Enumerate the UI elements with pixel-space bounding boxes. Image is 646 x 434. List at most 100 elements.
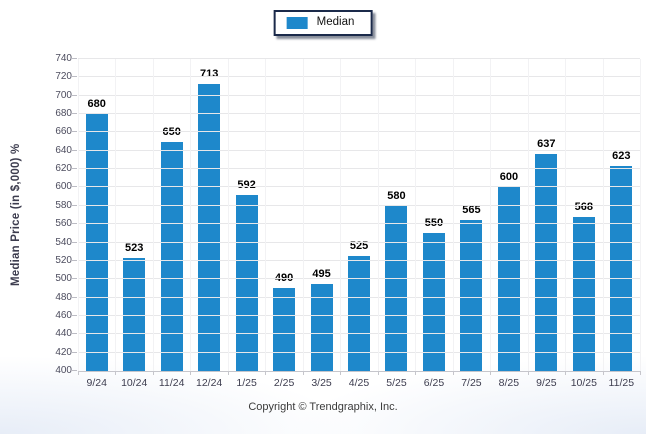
x-label-9/25: 9/25 <box>536 377 557 389</box>
x-tick-mark-5 <box>265 371 267 375</box>
y-tick-label-500: 500 <box>55 273 72 285</box>
y-tick-mark-520 <box>71 259 77 261</box>
y-tick-label-620: 620 <box>55 163 72 175</box>
bar-value-10/25: 568 <box>574 200 593 213</box>
x-tick-mark-1 <box>115 371 117 375</box>
y-tick-mark-540 <box>71 241 77 243</box>
gridline-640 <box>78 149 640 151</box>
y-tick-mark-680 <box>71 113 77 115</box>
v-gridline-7 <box>340 59 342 371</box>
bar-1/25 <box>235 194 258 371</box>
gridline-680 <box>78 113 640 115</box>
x-label-2/25: 2/25 <box>273 377 295 389</box>
gridline-720 <box>78 76 640 78</box>
x-label-4/25: 4/25 <box>348 377 370 389</box>
bar-9/25 <box>535 153 558 371</box>
gridline-620 <box>78 168 640 170</box>
bar-12/24 <box>198 83 221 371</box>
y-tick-mark-660 <box>71 131 77 133</box>
bar-series-median: 680 523 650 713 592 490 495 525 580 550 565 600 637 5… <box>78 59 640 371</box>
bar-value-8/25: 600 <box>499 171 519 184</box>
v-gridline-11 <box>490 59 492 371</box>
x-tick-mark-13 <box>565 371 567 375</box>
bar-5/25 <box>385 205 408 371</box>
y-tick-label-460: 460 <box>55 309 72 321</box>
x-tick-mark-4 <box>227 371 229 375</box>
x-axis-labels: 9/24 10/24 11/24 12/24 1/25 2/25 3/25 4/25 5/25 6… <box>78 377 640 390</box>
bar-value-11/25: 623 <box>612 150 631 163</box>
x-label-9/24: 9/24 <box>86 377 107 389</box>
x-label-8/25: 8/25 <box>498 377 520 389</box>
y-tick-mark-560 <box>71 223 77 225</box>
y-tick-label-540: 540 <box>55 236 72 248</box>
v-gridline-5 <box>265 59 267 371</box>
legend: Median <box>273 10 373 36</box>
v-gridline-13 <box>565 59 567 371</box>
bar-7/25 <box>460 219 483 371</box>
bar-cell-2/25: 490 <box>265 59 302 371</box>
bar-cell-3/25: 495 <box>303 59 340 371</box>
bar-cell-5/25: 580 <box>378 59 415 371</box>
x-tick-mark-12 <box>527 371 529 375</box>
bar-value-9/24: 680 <box>87 98 106 111</box>
bar-9/24 <box>85 114 108 371</box>
bar-3/25 <box>310 283 333 371</box>
bar-8/25 <box>497 187 520 371</box>
bar-cell-10/25: 568 <box>565 59 602 371</box>
y-tick-label-400: 400 <box>55 365 72 376</box>
y-axis-tick-labels: 400 420 440 460 480 500 520 540 560 580 600 620 640 6… <box>38 54 72 376</box>
y-tick-label-740: 740 <box>55 53 72 64</box>
v-gridline-9 <box>415 59 417 371</box>
y-tick-mark-740 <box>71 58 77 59</box>
y-tick-mark-460 <box>71 314 77 316</box>
x-tick-mark-0 <box>78 371 79 375</box>
gridline-580 <box>78 204 640 206</box>
bar-11/24 <box>160 141 183 371</box>
bar-value-9/25: 637 <box>537 137 556 150</box>
y-tick-label-420: 420 <box>55 346 72 358</box>
x-tick-mark-9 <box>415 371 417 375</box>
gridline-520 <box>78 259 640 261</box>
v-gridline-12 <box>527 59 529 371</box>
v-gridline-0 <box>78 59 79 371</box>
gridline-480 <box>78 296 640 298</box>
y-tick-label-580: 580 <box>55 199 72 211</box>
x-label-11/25: 11/25 <box>608 377 635 389</box>
y-tick-mark-580 <box>71 204 77 206</box>
y-tick-label-480: 480 <box>55 291 72 303</box>
v-gridline-1 <box>115 59 117 371</box>
y-tick-mark-620 <box>71 168 77 170</box>
v-gridline-10 <box>452 59 454 371</box>
bar-value-10/24: 523 <box>125 242 144 255</box>
bar-value-4/25: 525 <box>349 240 369 253</box>
y-tick-label-520: 520 <box>55 254 72 266</box>
y-tick-label-680: 680 <box>55 108 72 120</box>
bar-cell-9/24: 680 <box>78 59 115 371</box>
v-gridline-4 <box>227 59 229 371</box>
bar-value-7/25: 565 <box>462 203 481 216</box>
copyright: Copyright © Trendgraphix, Inc. <box>248 401 398 413</box>
bar-cell-12/24: 713 <box>190 59 227 371</box>
y-tick-label-600: 600 <box>55 181 72 193</box>
legend-label-median: Median <box>316 16 355 29</box>
y-tick-mark-420 <box>71 351 77 353</box>
x-label-7/25: 7/25 <box>461 377 482 389</box>
y-tick-mark-600 <box>71 186 77 188</box>
v-gridline-2 <box>152 59 154 371</box>
y-tick-mark-480 <box>71 296 77 298</box>
y-tick-mark-700 <box>71 94 77 96</box>
gridline-600 <box>78 186 640 188</box>
v-gridline-8 <box>377 59 379 371</box>
x-label-10/24: 10/24 <box>121 377 148 389</box>
x-tick-mark-14 <box>602 371 604 375</box>
y-tick-mark-720 <box>71 76 77 78</box>
y-tick-mark-400 <box>71 370 77 371</box>
y-tick-label-560: 560 <box>55 218 72 230</box>
x-label-11/24: 11/24 <box>158 377 185 389</box>
bar-10/24 <box>123 258 146 371</box>
y-tick-mark-640 <box>71 149 77 151</box>
gridline-700 <box>78 94 640 96</box>
bar-value-12/24: 713 <box>199 67 219 80</box>
y-tick-label-700: 700 <box>55 89 72 101</box>
gridline-460 <box>78 314 640 316</box>
